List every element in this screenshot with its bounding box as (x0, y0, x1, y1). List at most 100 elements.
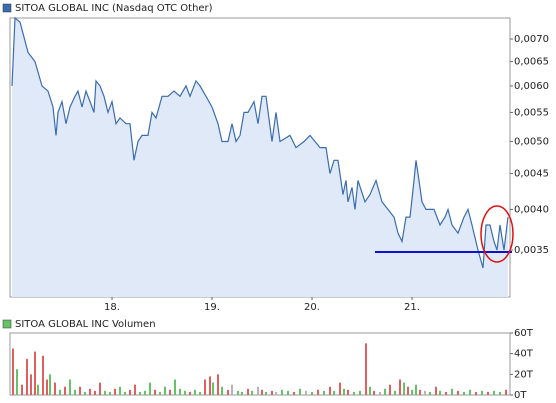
volume-bar (499, 391, 501, 395)
volume-bar (59, 389, 61, 395)
volume-bar (212, 382, 214, 395)
volume-bar (247, 388, 249, 395)
volume-bar (373, 390, 375, 395)
volume-bar (463, 391, 465, 395)
legend-label: SITOA GLOBAL INC (Nasdaq OTC Other) (15, 3, 213, 14)
y-tick-label: 0,0060 (514, 81, 549, 92)
volume-bar (299, 388, 301, 395)
volume-bar (37, 384, 39, 395)
volume-bar (424, 390, 426, 395)
volume-bar (411, 389, 413, 395)
volume-bar (369, 386, 371, 395)
volume-bar (154, 389, 156, 395)
volume-bar (89, 388, 91, 395)
legend-swatch (2, 319, 12, 329)
volume-bar (104, 390, 106, 395)
x-tick-label: 18. (104, 302, 120, 313)
volume-bar (169, 389, 171, 395)
volume-bar (26, 358, 28, 395)
volume-bar (21, 384, 23, 395)
volume-bar (439, 390, 441, 395)
volume-bar (227, 389, 229, 395)
y-tick-label: 0T (514, 390, 527, 401)
volume-bar (394, 390, 396, 395)
volume-bar (487, 391, 489, 395)
volume-bar (384, 388, 386, 395)
y-tick-label: 0,0040 (514, 204, 549, 215)
y-tick-label: 0,0035 (514, 245, 549, 256)
y-tick-label: 0,0050 (514, 136, 549, 147)
volume-bar (343, 388, 345, 395)
volume-bar (94, 390, 96, 395)
volume-bar (445, 391, 447, 395)
volume-bar (179, 388, 181, 395)
volume-bar (271, 390, 273, 395)
volume-bar (415, 384, 417, 395)
volume-bar (144, 390, 146, 395)
volume-bar (64, 386, 66, 395)
volume-bar (124, 391, 126, 395)
volume-bar (69, 379, 71, 395)
volume-bar (12, 348, 14, 395)
volume-bar (359, 390, 361, 395)
volume-bar (389, 384, 391, 395)
volume-bar (251, 390, 253, 395)
volume-bar (311, 391, 313, 395)
volume-bar (505, 389, 507, 395)
volume-bar (231, 384, 233, 395)
y-tick-label: 0,0055 (514, 107, 549, 118)
volume-bar (365, 343, 367, 395)
volume-bar (339, 382, 341, 395)
volume-bar (237, 390, 239, 395)
y-tick-label: 20T (514, 369, 534, 380)
volume-bar (174, 379, 176, 395)
volume-bar (265, 391, 267, 395)
volume-bar (159, 391, 161, 395)
volume-bar (353, 391, 355, 395)
volume-bar (457, 390, 459, 395)
volume-bar (109, 391, 111, 395)
volume-bar (129, 389, 131, 395)
volume-bar (419, 389, 421, 395)
volume-bar (134, 384, 136, 395)
y-tick-label: 0,0045 (514, 169, 549, 180)
legend-swatch (2, 3, 12, 13)
volume-bar (293, 391, 295, 395)
volume-bar (287, 390, 289, 395)
y-tick-label: 0,0065 (514, 57, 549, 68)
volume-bar (204, 379, 206, 395)
volume-bar (347, 389, 349, 395)
volume-bar (79, 386, 81, 395)
volume-bar (469, 389, 471, 395)
volume-bar (435, 386, 437, 395)
volume-bar (379, 391, 381, 395)
volume-bar (49, 374, 51, 395)
volume-bar (42, 355, 44, 395)
price-area (12, 18, 508, 297)
volume-bar (189, 391, 191, 395)
annotation-circle (480, 205, 514, 263)
volume-bar (199, 391, 201, 395)
volume-bar (429, 391, 431, 395)
volume-bar (493, 390, 495, 395)
volume-bar (475, 391, 477, 395)
volume-bar (261, 389, 263, 395)
volume-bar (451, 388, 453, 395)
legend-label: SITOA GLOBAL INC Volumen (15, 319, 156, 330)
volume-bar (194, 389, 196, 395)
volume-bar (184, 390, 186, 395)
volume-bar (305, 390, 307, 395)
y-tick-label: 60T (514, 328, 534, 339)
volume-bar (481, 390, 483, 395)
volume-bar (84, 391, 86, 395)
volume-bar (74, 389, 76, 395)
volume-bar (407, 386, 409, 395)
volume-bar (119, 386, 121, 395)
volume-bar (217, 374, 219, 395)
volume-bar (257, 386, 259, 395)
volume-bar (209, 376, 211, 395)
volume-bar (164, 386, 166, 395)
volume-bar (221, 386, 223, 395)
